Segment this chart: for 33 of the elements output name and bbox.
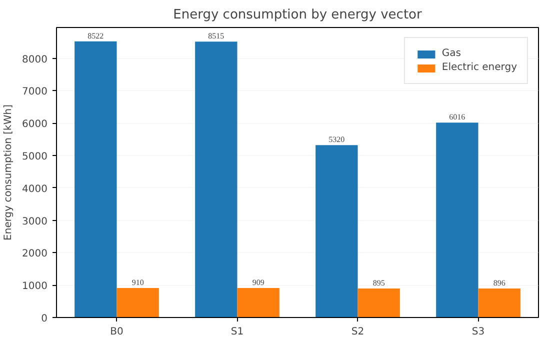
chart-title: Energy consumption by energy vector xyxy=(173,8,422,22)
data-label: 8515 xyxy=(208,32,224,41)
y-tick-label: 0 xyxy=(41,314,48,324)
bar xyxy=(74,41,117,318)
data-label: 6016 xyxy=(449,112,466,122)
legend-label: Electric energy xyxy=(442,62,517,73)
bar xyxy=(478,288,520,318)
bar xyxy=(316,145,358,318)
bar xyxy=(237,288,280,318)
y-tick-label: 3000 xyxy=(22,216,48,228)
x-tick-label: B0 xyxy=(110,326,124,338)
bar xyxy=(436,122,478,318)
x-tick-label: S3 xyxy=(472,326,485,338)
y-tick-label: 6000 xyxy=(22,119,48,130)
data-label: 5320 xyxy=(328,135,345,144)
x-tick-label: S2 xyxy=(351,326,364,338)
y-tick-label: 2000 xyxy=(22,248,48,260)
data-label: 895 xyxy=(372,278,385,288)
y-tick-label: 7000 xyxy=(22,86,48,98)
data-label: 8522 xyxy=(88,31,104,40)
bar xyxy=(358,288,400,318)
bar xyxy=(195,42,238,318)
legend-label: Gas xyxy=(442,48,462,59)
y-axis-title: Energy consumption [kWh] xyxy=(3,104,14,240)
data-label: 909 xyxy=(252,278,264,288)
bar xyxy=(116,288,159,318)
y-tick-label: 5000 xyxy=(22,151,48,162)
y-tick-label: 8000 xyxy=(22,54,48,66)
x-tick-label: S1 xyxy=(230,326,244,338)
data-label: 910 xyxy=(132,278,144,288)
y-tick-label: 1000 xyxy=(22,281,48,292)
data-label: 896 xyxy=(493,278,506,288)
y-tick-label: 4000 xyxy=(22,184,48,195)
